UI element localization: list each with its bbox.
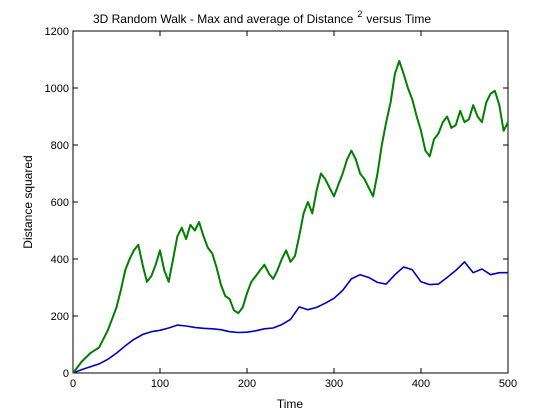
plot-area-frame — [72, 30, 509, 374]
y-tick-label: 400 — [51, 254, 69, 266]
x-tick-label: 200 — [238, 378, 256, 390]
y-tick-label: 800 — [51, 140, 69, 152]
x-tick-label: 0 — [70, 378, 76, 390]
x-axis-label: Time — [277, 397, 304, 411]
x-tick-label: 400 — [412, 378, 430, 390]
x-tick-label: 300 — [325, 378, 343, 390]
y-tick-label: 200 — [51, 311, 69, 323]
y-tick-label: 1000 — [45, 83, 69, 95]
x-tick-label: 100 — [151, 378, 169, 390]
x-tick-label: 500 — [499, 378, 517, 390]
y-tick-label: 0 — [63, 368, 69, 380]
average-distance-line — [72, 261, 508, 374]
x-axis: 0 100 200 300 400 500 — [70, 31, 517, 390]
series-group — [72, 59, 509, 374]
y-tick-label: 1200 — [45, 26, 69, 38]
max-distance-line — [72, 59, 509, 374]
y-axis: 0 200 400 600 800 1000 1200 — [45, 26, 508, 380]
chart-title: 3D Random Walk - Max and average of Dist… — [93, 9, 431, 26]
y-tick-label: 600 — [51, 197, 69, 209]
y-axis-label: Distance squared — [21, 155, 35, 248]
